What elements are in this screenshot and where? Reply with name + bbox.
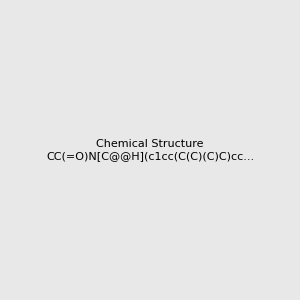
Text: Chemical Structure
CC(=O)N[C@@H](c1cc(C(C)(C)C)cc...: Chemical Structure CC(=O)N[C@@H](c1cc(C(… bbox=[46, 139, 254, 161]
